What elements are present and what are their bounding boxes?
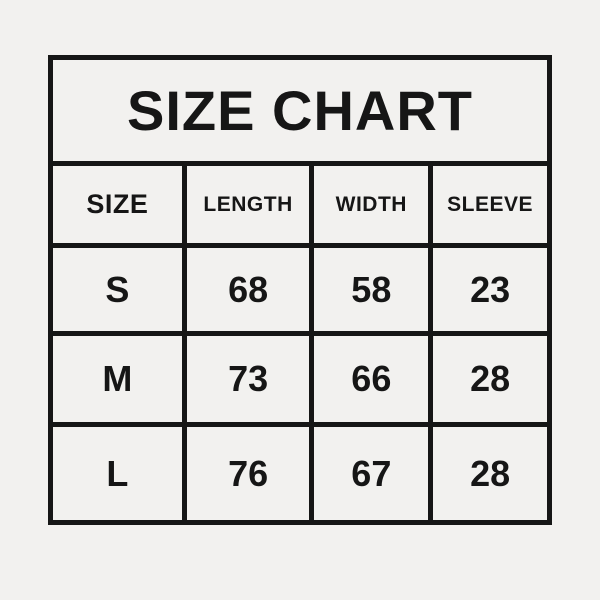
column-header-size: SIZE [48, 161, 187, 248]
column-header-length: LENGTH [181, 161, 315, 248]
title-row: SIZE CHART [48, 55, 552, 166]
size-label-cell: L [48, 422, 187, 525]
sleeve-value-cell: 28 [428, 422, 552, 525]
table-row-l: L 76 67 28 [48, 422, 552, 525]
size-label-cell: M [48, 331, 187, 427]
size-chart-table: SIZE CHART SIZE LENGTH WIDTH SLEEVE S 68… [48, 55, 552, 525]
width-value-cell: 67 [309, 422, 434, 525]
header-row: SIZE LENGTH WIDTH SLEEVE [48, 161, 552, 248]
length-value-cell: 68 [181, 243, 315, 336]
width-value-cell: 66 [309, 331, 434, 427]
column-header-sleeve: SLEEVE [428, 161, 552, 248]
sleeve-value-cell: 23 [428, 243, 552, 336]
table-row-m: M 73 66 28 [48, 331, 552, 427]
size-label-cell: S [48, 243, 187, 336]
length-value-cell: 73 [181, 331, 315, 427]
column-header-width: WIDTH [309, 161, 434, 248]
width-value-cell: 58 [309, 243, 434, 336]
table-row-s: S 68 58 23 [48, 243, 552, 336]
sleeve-value-cell: 28 [428, 331, 552, 427]
length-value-cell: 76 [181, 422, 315, 525]
chart-title: SIZE CHART [48, 55, 552, 166]
